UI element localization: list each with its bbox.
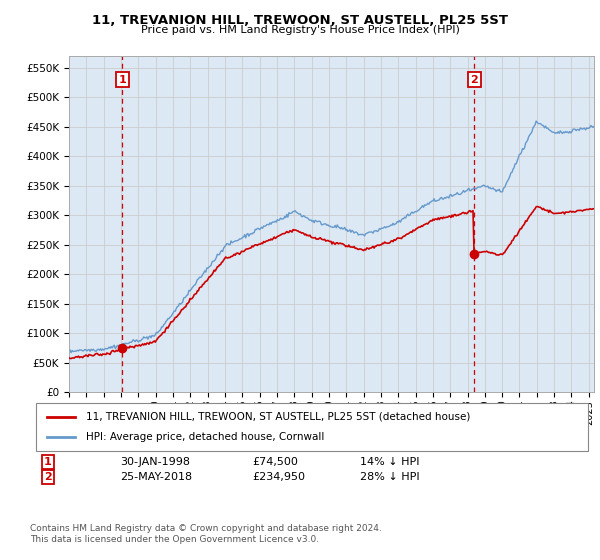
Text: £74,500: £74,500 <box>252 457 298 467</box>
Text: 28% ↓ HPI: 28% ↓ HPI <box>360 472 419 482</box>
Text: 14% ↓ HPI: 14% ↓ HPI <box>360 457 419 467</box>
Text: 11, TREVANION HILL, TREWOON, ST AUSTELL, PL25 5ST (detached house): 11, TREVANION HILL, TREWOON, ST AUSTELL,… <box>86 412 470 422</box>
Text: Price paid vs. HM Land Registry's House Price Index (HPI): Price paid vs. HM Land Registry's House … <box>140 25 460 35</box>
Text: 2: 2 <box>470 74 478 85</box>
Text: 1: 1 <box>118 74 126 85</box>
Text: 25-MAY-2018: 25-MAY-2018 <box>120 472 192 482</box>
Text: 2: 2 <box>44 472 52 482</box>
Text: 1: 1 <box>44 457 52 467</box>
Text: Contains HM Land Registry data © Crown copyright and database right 2024.
This d: Contains HM Land Registry data © Crown c… <box>30 524 382 544</box>
Text: 11, TREVANION HILL, TREWOON, ST AUSTELL, PL25 5ST: 11, TREVANION HILL, TREWOON, ST AUSTELL,… <box>92 14 508 27</box>
Text: £234,950: £234,950 <box>252 472 305 482</box>
FancyBboxPatch shape <box>36 403 588 451</box>
Text: HPI: Average price, detached house, Cornwall: HPI: Average price, detached house, Corn… <box>86 432 324 442</box>
Text: 30-JAN-1998: 30-JAN-1998 <box>120 457 190 467</box>
